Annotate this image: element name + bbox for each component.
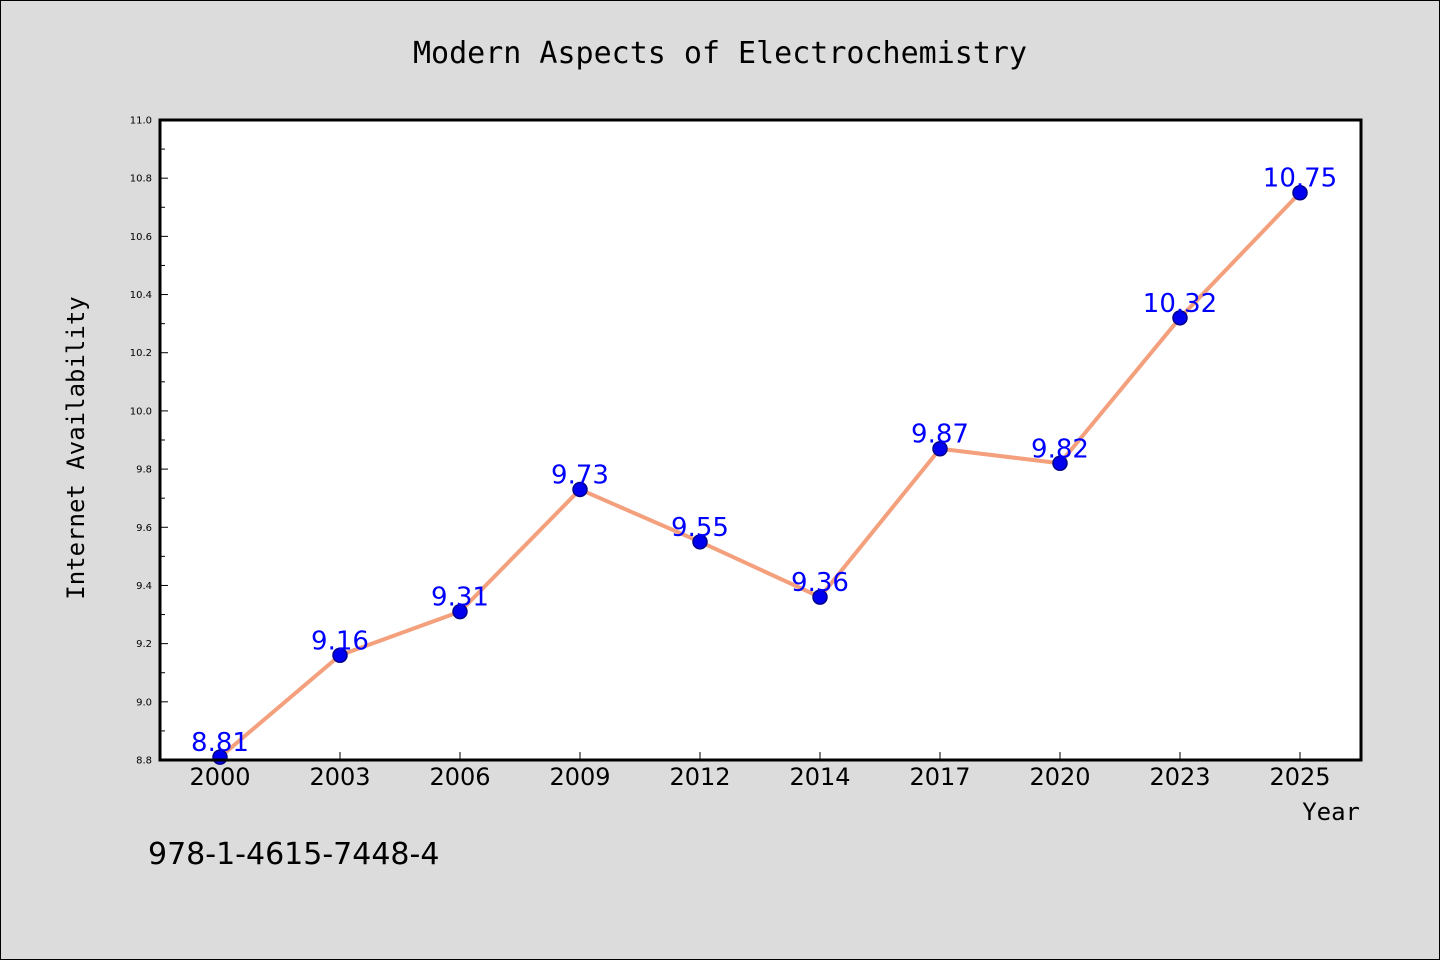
y-tick-label: 10.0: [130, 406, 152, 417]
data-label: 9.55: [671, 513, 729, 543]
y-tick-label: 8.8: [136, 756, 152, 767]
y-tick-label: 11.0: [130, 116, 152, 127]
x-tick-label: 2012: [669, 763, 730, 791]
y-axis: 8.8 9.0 9.2 9.4 9.6 9.8 10.0 10.2 10.4 10.6 10.8 11…: [130, 116, 168, 767]
plot-frame: [158, 118, 1363, 762]
data-point: [1292, 184, 1308, 201]
data-label: 10.75: [1263, 164, 1337, 194]
data-label: 9.31: [431, 583, 489, 613]
y-tick-label: 9.8: [136, 465, 152, 476]
x-tick-label: 2017: [909, 763, 970, 791]
data-label: 9.82: [1031, 434, 1089, 464]
data-label: 9.16: [311, 626, 369, 656]
isbn-footer: 978-1-4615-7448-4: [148, 837, 439, 872]
y-tick-label: 10.4: [130, 290, 152, 301]
data-point: [1052, 455, 1068, 472]
data-label: 8.81: [191, 728, 249, 758]
y-tick-label: 10.2: [130, 348, 152, 359]
x-tick-label: 2009: [549, 763, 610, 791]
x-tick-label: 2023: [1149, 763, 1210, 791]
x-axis: 2000 2003 2006 2009 2012 2014 2017 2020 2023 2025: [189, 752, 1331, 791]
series-markers: [212, 184, 1308, 765]
data-point: [452, 603, 468, 620]
y-tick-label: 9.0: [136, 697, 152, 708]
data-point: [572, 481, 588, 498]
data-label: 9.36: [791, 568, 849, 598]
x-tick-label: 2014: [789, 763, 850, 791]
data-labels: 8.81 9.16 9.31 9.73 9.55 9.36 9.87 9.82 10.32 10.…: [191, 164, 1337, 758]
x-tick-label: 2003: [309, 763, 370, 791]
x-tick-label: 2006: [429, 763, 490, 791]
data-point: [812, 589, 828, 605]
plot-area: [160, 120, 1361, 760]
y-tick-label: 10.8: [130, 174, 152, 185]
y-tick-label: 9.4: [136, 581, 152, 592]
data-point: [692, 534, 708, 550]
x-tick-label: 2025: [1269, 763, 1330, 791]
data-label: 9.87: [911, 420, 969, 450]
y-tick-label: 9.2: [136, 639, 152, 650]
data-point: [932, 440, 948, 457]
x-tick-label: 2020: [1029, 763, 1090, 791]
chart-title: Modern Aspects of Electrochemistry: [413, 36, 1027, 71]
x-tick-label: 2000: [189, 763, 250, 791]
series-line: [218, 190, 1302, 760]
x-axis-label: Year: [1302, 798, 1360, 826]
y-tick-label: 10.6: [130, 232, 152, 243]
data-point: [1172, 310, 1188, 326]
data-label: 10.32: [1143, 289, 1217, 319]
data-label: 9.73: [551, 460, 609, 490]
y-axis-label: Internet Availability: [62, 296, 90, 599]
data-point: [332, 647, 348, 664]
y-tick-label: 9.6: [136, 523, 152, 534]
